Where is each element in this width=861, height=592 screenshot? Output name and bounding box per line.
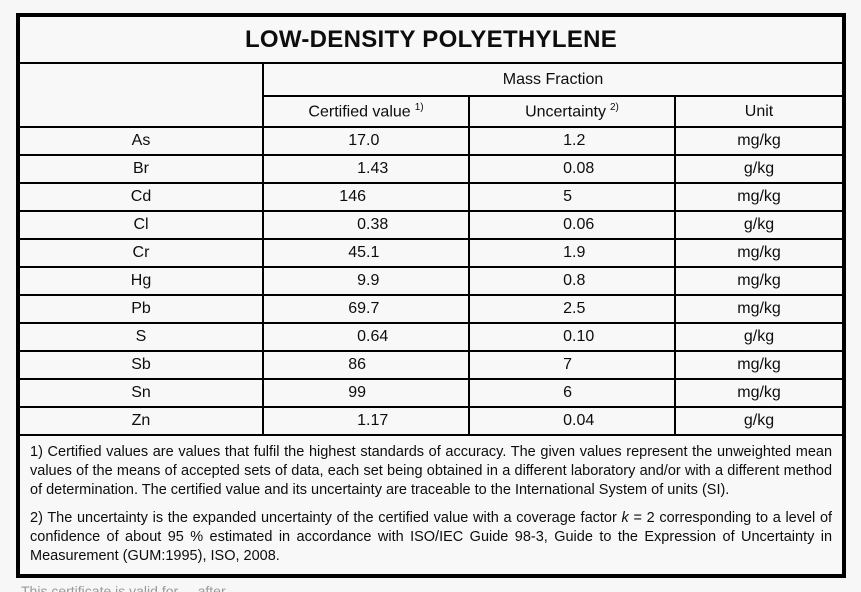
element-symbol: Pb	[20, 294, 264, 324]
table-row-cr: Cr 45.1 1.9 mg/kg	[20, 238, 843, 268]
unit-cell: g/kg	[673, 406, 843, 436]
certified-value-cell: 45.1	[262, 238, 470, 268]
unit-cell: mg/kg	[673, 378, 843, 408]
certified-value-cell: 86	[262, 350, 470, 380]
certified-value-cell: 69.7	[262, 294, 470, 324]
footnote-2-text-post: = 2 corresponding to a level of confiden…	[30, 510, 833, 564]
footnote-ref-1: 1)	[414, 101, 424, 113]
footnote-ref-2: 2)	[610, 101, 619, 113]
element-symbol: Hg	[20, 266, 264, 296]
table-row-s: S 0.64 0.10 g/kg	[20, 322, 843, 352]
uncertainty-cell: 0.08	[468, 154, 676, 184]
element-symbol: Zn	[20, 406, 264, 436]
uncertainty-cell: 5	[468, 182, 676, 212]
certified-value-cell: 99	[262, 378, 470, 408]
certified-value-cell: 17.0	[262, 126, 470, 156]
element-symbol: S	[20, 322, 264, 352]
certified-value-cell: 0.38	[262, 210, 470, 240]
table-row-sb: Sb 86 7 mg/kg	[20, 350, 843, 380]
footnotes-row: 1) Certified values are values that fulf…	[20, 434, 843, 575]
element-symbol: Cr	[20, 238, 264, 268]
uncertainty-cell: 7	[468, 350, 676, 380]
table-row-br: Br 1.43 0.08 g/kg	[20, 154, 843, 184]
footnotes-cell: 1) Certified values are values that fulf…	[20, 434, 843, 575]
unit-cell: mg/kg	[673, 126, 843, 156]
certified-value-label: Certified value	[308, 103, 411, 121]
uncertainty-cell: 0.10	[468, 322, 676, 352]
uncertainty-cell: 1.9	[468, 238, 676, 268]
table-row-zn: Zn 1.17 0.04 g/kg	[20, 406, 843, 436]
element-symbol: Br	[20, 154, 264, 184]
title-row: LOW-DENSITY POLYETHYLENE	[20, 17, 843, 64]
element-symbol: Sb	[20, 350, 264, 380]
table-row-hg: Hg 9.9 0.8 mg/kg	[20, 266, 843, 296]
validity-note-clipped: This certificate is valid for ... after …	[21, 583, 242, 592]
element-symbol: Cd	[20, 182, 264, 212]
uncertainty-cell: 1.2	[468, 126, 676, 156]
footnote-2: 2) The uncertainty is the expanded uncer…	[30, 509, 832, 566]
element-column-header-empty	[20, 62, 264, 127]
certified-value-cell: 1.43	[262, 154, 470, 184]
table-row-cl: Cl 0.38 0.06 g/kg	[20, 210, 843, 240]
column-header-row: Certified value 1) Uncertainty 2) Unit	[20, 95, 843, 128]
uncertainty-cell: 0.8	[468, 266, 676, 296]
element-symbol: Sn	[20, 378, 264, 408]
certified-value-cell: 9.9	[262, 266, 470, 296]
table-row-pb: Pb 69.7 2.5 mg/kg	[20, 294, 843, 324]
element-symbol: As	[20, 126, 264, 156]
footnote-2-coverage-factor-k: k	[621, 510, 629, 526]
table-row-cd: Cd 146 5 mg/kg	[20, 182, 843, 212]
unit-cell: mg/kg	[673, 182, 843, 212]
table-row-sn: Sn 99 6 mg/kg	[20, 378, 843, 408]
uncertainty-label: Uncertainty	[525, 103, 606, 121]
certified-value-cell: 146	[262, 182, 470, 212]
uncertainty-cell: 0.04	[468, 406, 676, 436]
certificate-frame: LOW-DENSITY POLYETHYLENE Mass Fraction C…	[16, 13, 846, 578]
certified-value-cell: 1.17	[262, 406, 470, 436]
uncertainty-cell: 2.5	[468, 294, 676, 324]
uncertainty-cell: 6	[468, 378, 676, 408]
group-header-mass-fraction: Mass Fraction	[261, 62, 843, 97]
certified-value-cell: 0.64	[262, 322, 470, 352]
footnote-1: 1) Certified values are values that fulf…	[30, 444, 833, 498]
unit-cell: g/kg	[673, 210, 843, 240]
uncertainty-cell: 0.06	[468, 210, 676, 240]
column-header-certified-value: Certified value 1)	[263, 95, 470, 128]
unit-cell: mg/kg	[673, 266, 843, 296]
footnote-2-text-pre: 2) The uncertainty is the expanded uncer…	[30, 510, 622, 526]
unit-cell: g/kg	[673, 154, 843, 184]
column-header-unit: Unit	[673, 95, 843, 128]
unit-cell: g/kg	[673, 322, 843, 352]
unit-cell: mg/kg	[673, 350, 843, 380]
table-row-as: As 17.0 1.2 mg/kg	[20, 126, 843, 156]
group-header-row: Mass Fraction	[20, 62, 843, 127]
column-header-uncertainty: Uncertainty 2)	[468, 95, 676, 128]
unit-cell: mg/kg	[673, 238, 843, 268]
element-symbol: Cl	[20, 210, 264, 240]
page-title: LOW-DENSITY POLYETHYLENE	[20, 17, 843, 64]
certificate-table: LOW-DENSITY POLYETHYLENE Mass Fraction C…	[20, 17, 843, 575]
unit-cell: mg/kg	[673, 294, 843, 324]
